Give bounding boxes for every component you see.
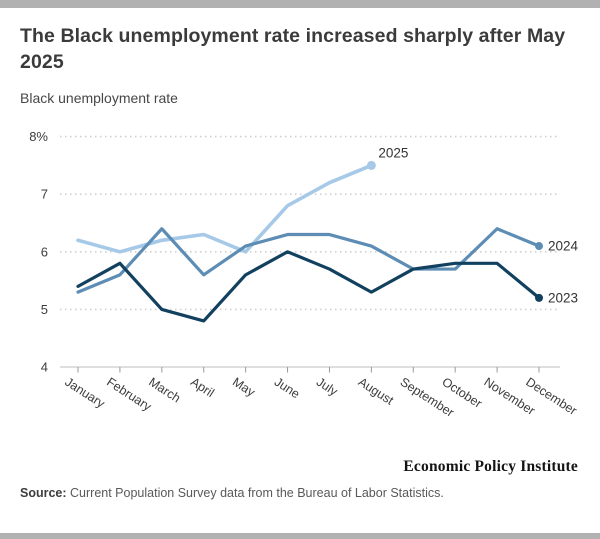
series-end-dot-2025 [366, 160, 376, 170]
source-text: Current Population Survey data from the … [66, 486, 444, 500]
x-axis-tick-label: May [230, 375, 258, 400]
chart-subtitle: Black unemployment rate [20, 90, 178, 106]
source-label: Source: [20, 486, 67, 500]
x-axis-tick-label: January [62, 375, 108, 411]
y-axis-tick-label: 7 [41, 187, 48, 202]
y-axis-tick-label: 5 [41, 302, 48, 317]
series-label-2025: 2025 [378, 145, 408, 160]
series-label-2023: 2023 [548, 290, 578, 305]
x-axis-tick-label: April [188, 375, 217, 400]
page-title: The Black unemployment rate increased sh… [20, 25, 566, 73]
y-axis-tick-label: 6 [41, 244, 48, 259]
y-axis-tick-label: 8% [29, 129, 48, 144]
x-axis-tick-label: July [314, 375, 341, 399]
x-axis-tick-label: June [272, 375, 302, 402]
y-axis-tick-label: 4 [41, 360, 48, 375]
series-end-dot-2023 [535, 293, 543, 302]
bottom-accent-bar [0, 533, 600, 539]
series-line-2025 [76, 163, 374, 254]
source-note: Source: Current Population Survey data f… [20, 486, 580, 500]
x-axis-tick-label: February [104, 375, 154, 414]
series-end-dot-2024 [535, 242, 543, 251]
epi-logo: Economic Policy Institute [403, 458, 578, 475]
x-axis-tick-label: August [356, 375, 397, 408]
top-accent-bar [0, 0, 600, 8]
series-line-2023 [76, 250, 541, 323]
series-label-2024: 2024 [548, 239, 579, 254]
